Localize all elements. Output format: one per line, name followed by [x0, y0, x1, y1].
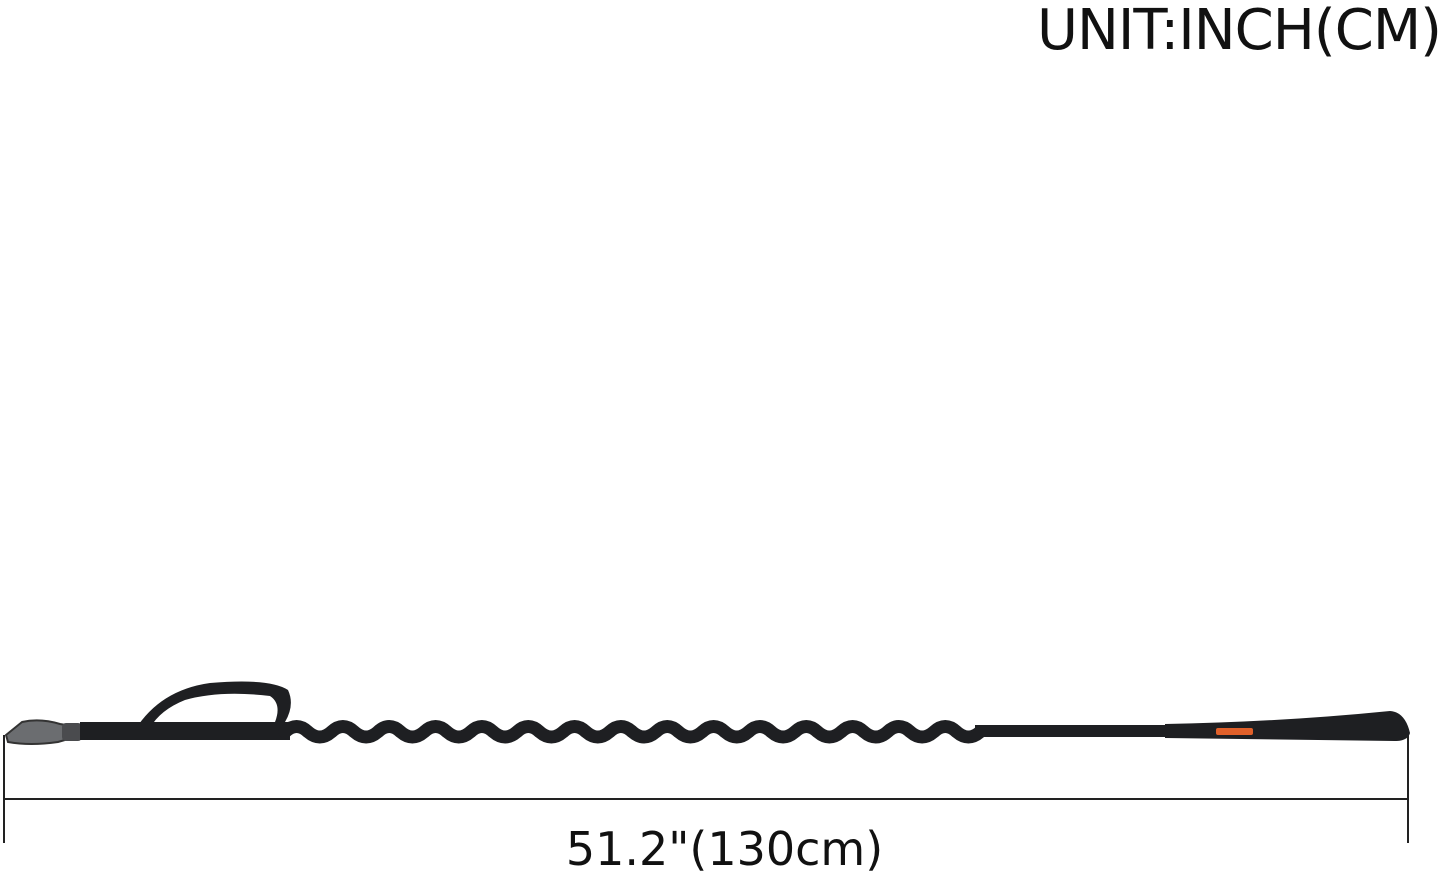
dimension-line: [3, 733, 1409, 843]
strap-front: [80, 722, 290, 740]
dimension-label: 51.2"(130cm): [0, 822, 1445, 876]
swivel-icon: [62, 723, 82, 741]
traffic-handle: [135, 681, 291, 730]
strap-rear: [975, 725, 1170, 737]
dog-leash-icon: [4, 681, 1410, 745]
unit-label: UNIT:INCH(CM): [1036, 0, 1442, 63]
bungee-section: [278, 720, 987, 744]
hand-loop: [1165, 711, 1410, 741]
dimension-text: 51.2"(130cm): [565, 822, 884, 876]
brand-tag: [1216, 728, 1253, 735]
